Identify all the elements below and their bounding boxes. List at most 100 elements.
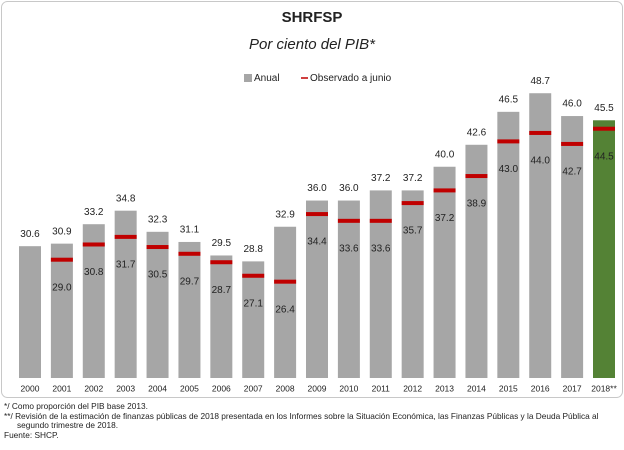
value-label: 36.0 — [307, 183, 327, 194]
observed-marker — [50, 257, 73, 262]
bar — [146, 231, 169, 378]
bar — [401, 190, 424, 378]
x-tick-label: 2013 — [435, 383, 454, 393]
chart-title: SHRFSP — [282, 9, 343, 26]
x-tick-label: 2017 — [563, 383, 582, 393]
x-tick-label: 2004 — [148, 383, 167, 393]
value-label: 42.7 — [562, 167, 582, 178]
x-tick-label: 2006 — [212, 383, 231, 393]
chart: SHRFSP Por ciento del PIB* Anual Observad… — [1, 1, 623, 398]
bar — [529, 93, 552, 379]
value-label: 33.6 — [371, 243, 391, 254]
bar — [337, 200, 360, 378]
footnote: Fuente: SHCP. — [4, 429, 59, 440]
bar — [274, 226, 297, 378]
x-tick-label: 2000 — [21, 383, 40, 393]
x-tick-label: 2015 — [499, 383, 518, 393]
bar — [50, 243, 73, 378]
x-tick-label: 2008 — [276, 383, 295, 393]
value-label: 38.9 — [467, 199, 487, 210]
observed-marker — [497, 139, 520, 144]
chart-subtitle: Por ciento del PIB* — [249, 36, 376, 53]
value-label: 34.4 — [307, 237, 327, 248]
observed-marker — [401, 201, 424, 206]
bar — [497, 111, 520, 378]
value-label: 31.7 — [116, 260, 136, 271]
x-tick-label: 2010 — [339, 383, 358, 393]
value-label: 48.7 — [530, 76, 550, 87]
value-label: 29.7 — [180, 276, 200, 287]
x-tick-label: 2002 — [84, 383, 103, 393]
observed-marker — [561, 141, 584, 146]
x-tick-label: 2001 — [52, 383, 71, 393]
value-label: 36.0 — [339, 183, 359, 194]
bar — [178, 241, 201, 378]
value-label: 46.0 — [562, 99, 582, 110]
x-tick-label: 2016 — [531, 383, 550, 393]
bar — [19, 246, 41, 378]
bar — [306, 200, 328, 378]
footnotes: */ Como proporción del PIB base 2013. **/… — [4, 401, 620, 440]
value-label: 28.8 — [243, 244, 263, 255]
observed-marker — [337, 218, 360, 223]
x-tick-label: 2014 — [467, 383, 486, 393]
value-label: 30.6 — [20, 229, 40, 240]
value-label: 30.9 — [52, 226, 72, 237]
x-tick-label: 2009 — [308, 383, 327, 393]
footnote: */ Como proporción del PIB base 2013. — [4, 401, 148, 411]
observed-marker — [274, 279, 297, 284]
bar — [369, 190, 392, 378]
value-label: 26.4 — [275, 304, 295, 315]
legend-label: Observado a junio — [310, 73, 392, 84]
value-label: 42.6 — [467, 127, 487, 138]
value-label: 43.0 — [499, 164, 519, 175]
value-label: 27.1 — [243, 298, 263, 309]
observed-marker — [593, 126, 615, 131]
value-label: 40.0 — [435, 149, 455, 160]
value-label: 33.6 — [339, 243, 359, 254]
observed-marker — [306, 212, 328, 217]
bar — [561, 116, 584, 379]
value-label: 33.2 — [84, 207, 104, 218]
observed-marker — [433, 188, 456, 193]
bar — [593, 120, 615, 379]
observed-marker — [242, 273, 265, 278]
legend-swatch — [244, 74, 252, 82]
bar — [82, 224, 105, 378]
observed-marker — [369, 218, 392, 223]
legend-label: Anual — [254, 73, 280, 84]
x-tick-label: 2005 — [180, 383, 199, 393]
footnote: **/ Revisión de la estimación de finanza… — [4, 410, 599, 431]
x-tick-label: 2011 — [372, 383, 391, 393]
value-label: 44.5 — [594, 151, 614, 162]
bar — [114, 210, 137, 378]
bar — [465, 144, 488, 378]
x-tick-label: 2003 — [116, 383, 135, 393]
bar — [210, 255, 233, 378]
observed-marker — [210, 260, 233, 265]
x-tick-label: 2018** — [591, 383, 617, 393]
value-label: 34.8 — [116, 193, 136, 204]
value-label: 37.2 — [403, 173, 423, 184]
value-label: 46.5 — [499, 94, 519, 105]
observed-marker — [178, 251, 201, 256]
value-label: 28.7 — [212, 285, 232, 296]
value-label: 29.0 — [52, 282, 72, 293]
value-label: 30.8 — [84, 267, 104, 278]
observed-marker — [465, 174, 488, 179]
observed-marker — [529, 130, 552, 135]
value-label: 37.2 — [435, 213, 455, 224]
value-label: 35.7 — [403, 226, 423, 237]
x-tick-label: 2012 — [403, 383, 422, 393]
observed-marker — [82, 242, 105, 247]
observed-marker — [114, 234, 137, 239]
bar — [433, 166, 456, 378]
value-label: 30.5 — [148, 270, 168, 281]
value-label: 45.5 — [594, 103, 614, 114]
x-tick-label: 2007 — [244, 383, 263, 393]
observed-marker — [146, 245, 169, 250]
value-label: 31.1 — [180, 225, 200, 236]
value-label: 32.3 — [148, 214, 168, 225]
value-label: 37.2 — [371, 173, 391, 184]
